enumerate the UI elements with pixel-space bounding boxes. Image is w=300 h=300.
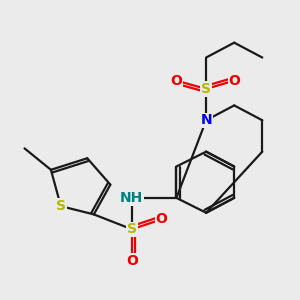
Text: O: O xyxy=(126,254,138,268)
Text: O: O xyxy=(156,212,167,226)
Text: N: N xyxy=(200,113,212,127)
Text: S: S xyxy=(127,222,137,236)
Text: O: O xyxy=(228,74,240,88)
Text: S: S xyxy=(201,82,211,96)
Text: NH: NH xyxy=(120,191,143,205)
Text: O: O xyxy=(170,74,182,88)
Text: S: S xyxy=(56,199,66,213)
